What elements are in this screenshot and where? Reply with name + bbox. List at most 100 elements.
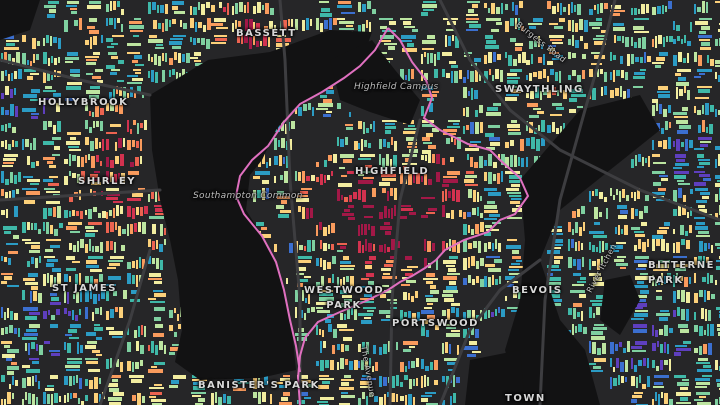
building (680, 329, 689, 333)
building (443, 290, 458, 293)
building (426, 212, 435, 214)
building (297, 337, 307, 341)
building (110, 375, 121, 378)
building (496, 7, 500, 14)
building (422, 150, 431, 154)
building (702, 105, 704, 114)
building (621, 70, 624, 78)
building (505, 97, 517, 101)
building (447, 309, 450, 320)
building (380, 226, 392, 230)
building (386, 260, 394, 263)
building (495, 279, 498, 285)
building (31, 223, 33, 230)
building (14, 88, 16, 95)
building (59, 223, 63, 228)
building (511, 263, 520, 265)
building (323, 260, 326, 270)
building (580, 277, 586, 280)
building (47, 161, 53, 164)
building (448, 369, 455, 371)
building (602, 343, 606, 354)
building (715, 65, 720, 67)
building (610, 342, 614, 354)
building (529, 26, 536, 29)
building (423, 278, 438, 280)
building (522, 52, 526, 63)
building (7, 392, 11, 404)
building (338, 1, 351, 4)
building (72, 173, 76, 178)
building (599, 192, 603, 199)
park-area (465, 350, 525, 405)
building (75, 315, 78, 321)
building (365, 361, 368, 369)
building (307, 240, 311, 252)
building (673, 291, 676, 303)
building (673, 229, 675, 234)
building (613, 250, 619, 252)
building (475, 122, 479, 134)
building (444, 298, 454, 302)
building (648, 156, 650, 167)
building (362, 24, 365, 32)
building (408, 361, 410, 369)
building (214, 35, 227, 37)
building (495, 239, 497, 249)
building (142, 93, 144, 98)
building (284, 171, 288, 183)
building (591, 52, 601, 54)
building (140, 345, 144, 354)
building (113, 208, 115, 218)
building (645, 158, 647, 163)
building (317, 310, 330, 313)
building (31, 342, 35, 349)
building (363, 177, 374, 179)
building (51, 353, 60, 356)
building (211, 42, 226, 44)
building (5, 327, 8, 334)
building (656, 290, 662, 292)
building (333, 329, 337, 338)
building (698, 125, 701, 133)
building (291, 121, 295, 129)
building (644, 52, 646, 63)
building (421, 310, 434, 314)
building (333, 154, 337, 163)
building (49, 350, 60, 352)
building (25, 242, 40, 244)
building (391, 393, 395, 402)
building (443, 176, 457, 178)
building (110, 124, 121, 127)
building (678, 183, 690, 185)
building (468, 275, 471, 283)
building (694, 217, 705, 219)
building (530, 91, 534, 99)
building (631, 37, 633, 46)
building (635, 234, 645, 237)
building (449, 239, 451, 251)
building (389, 21, 396, 25)
building (710, 324, 714, 336)
building (345, 345, 349, 351)
building (22, 365, 30, 368)
building (512, 250, 519, 254)
building (339, 387, 354, 390)
building (43, 222, 45, 231)
building (610, 245, 623, 249)
building (596, 35, 606, 37)
building (652, 105, 655, 116)
building (178, 324, 181, 329)
building (705, 309, 707, 321)
building (505, 4, 508, 10)
building (85, 244, 88, 253)
building (140, 123, 143, 128)
building (90, 37, 92, 49)
building (533, 72, 537, 77)
building (2, 354, 15, 358)
building (98, 213, 101, 218)
building (505, 276, 515, 280)
building (164, 345, 166, 354)
